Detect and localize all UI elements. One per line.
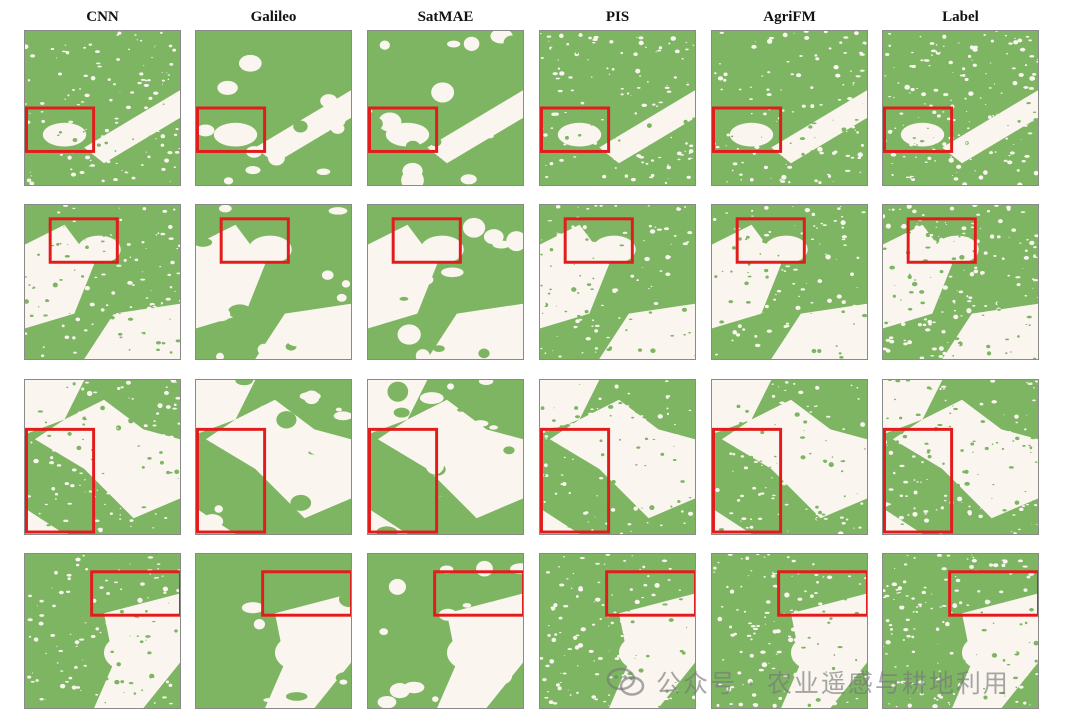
highlight-box: [540, 106, 611, 153]
map-tile-row2-pis: [539, 204, 696, 360]
map-tile-row4-satmae: [367, 553, 524, 709]
wechat-icon: [606, 667, 645, 696]
highlight-box: [368, 106, 439, 153]
highlight-box: [605, 570, 695, 617]
map-tile-row1-agrifm: [711, 30, 868, 186]
map-tile-row4-galileo: [195, 553, 352, 709]
map-tile-row4-agrifm: [711, 553, 868, 709]
map-tile-row1-satmae: [367, 30, 524, 186]
segmentation-map: [25, 205, 180, 359]
highlight-box: [25, 427, 96, 534]
map-tile-row2-label: [882, 204, 1039, 360]
map-tile-row1-cnn: [24, 30, 181, 186]
segmentation-map: [540, 380, 695, 534]
highlight-box: [90, 570, 180, 617]
segmentation-map: [196, 554, 351, 708]
highlight-box: [906, 217, 977, 264]
column-header-satmae: SatMAE: [417, 9, 474, 25]
highlight-box: [883, 106, 954, 153]
highlight-box: [777, 570, 867, 617]
segmentation-map: [883, 554, 1038, 708]
highlight-box: [196, 106, 267, 153]
map-tile-row3-satmae: [367, 379, 524, 535]
highlight-box: [883, 427, 954, 534]
segmentation-map: [368, 554, 523, 708]
column-header-cnn: CNN: [86, 9, 119, 25]
segmentation-map: [25, 31, 180, 185]
map-tile-row3-agrifm: [711, 379, 868, 535]
column-header-agrifm: AgriFM: [763, 9, 816, 25]
map-tile-row2-agrifm: [711, 204, 868, 360]
highlight-box: [433, 570, 523, 617]
map-tile-row1-label: [882, 30, 1039, 186]
segmentation-map: [25, 380, 180, 534]
segmentation-map: [540, 554, 695, 708]
map-tile-row2-galileo: [195, 204, 352, 360]
watermark-text: 公众号 · 农业遥感与耕地利用: [656, 669, 1010, 698]
map-tile-row3-galileo: [195, 379, 352, 535]
map-tile-row3-pis: [539, 379, 696, 535]
highlight-box: [712, 427, 783, 534]
segmentation-map: [196, 380, 351, 534]
highlight-box: [368, 427, 439, 534]
segmentation-map: [712, 380, 867, 534]
segmentation-map: [712, 554, 867, 708]
map-tile-row3-label: [882, 379, 1039, 535]
segmentation-map: [540, 31, 695, 185]
highlight-box: [196, 427, 267, 534]
highlight-box: [540, 427, 611, 534]
segmentation-map: [368, 31, 523, 185]
highlight-box: [391, 217, 462, 264]
highlight-box: [25, 106, 96, 153]
segmentation-map: [196, 31, 351, 185]
segmentation-map: [883, 31, 1038, 185]
segmentation-map: [25, 554, 180, 708]
watermark: 公众号 · 农业遥感与耕地利用: [606, 662, 1010, 702]
segmentation-map: [540, 205, 695, 359]
segmentation-map: [883, 380, 1038, 534]
map-tile-row1-pis: [539, 30, 696, 186]
column-header-pis: PIS: [605, 9, 630, 25]
segmentation-map: [712, 31, 867, 185]
segmentation-map: [883, 205, 1038, 359]
segmentation-map: [368, 380, 523, 534]
highlight-box: [48, 217, 119, 264]
highlight-box: [563, 217, 634, 264]
map-tile-row3-cnn: [24, 379, 181, 535]
highlight-box: [948, 570, 1038, 617]
map-tile-row1-galileo: [195, 30, 352, 186]
segmentation-map: [712, 205, 867, 359]
highlight-box: [735, 217, 806, 264]
map-tile-row4-pis: [539, 553, 696, 709]
map-tile-row2-satmae: [367, 204, 524, 360]
highlight-box: [261, 570, 351, 617]
map-tile-row2-cnn: [24, 204, 181, 360]
segmentation-map: [368, 205, 523, 359]
column-header-galileo: Galileo: [250, 9, 297, 25]
column-header-label: Label: [942, 9, 979, 25]
map-tile-row4-cnn: [24, 553, 181, 709]
highlight-box: [712, 106, 783, 153]
map-tile-row4-label: [882, 553, 1039, 709]
segmentation-map: [196, 205, 351, 359]
highlight-box: [219, 217, 290, 264]
